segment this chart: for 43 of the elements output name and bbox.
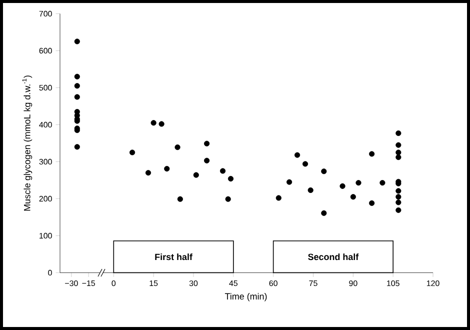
point xyxy=(396,194,402,200)
point xyxy=(294,152,300,158)
point xyxy=(321,168,327,174)
point xyxy=(396,154,402,160)
point xyxy=(164,166,170,172)
point xyxy=(356,180,362,186)
point xyxy=(396,150,402,156)
point xyxy=(74,38,80,44)
point xyxy=(302,161,308,167)
point xyxy=(396,200,402,206)
point xyxy=(396,207,402,213)
point xyxy=(350,194,356,200)
point xyxy=(204,158,210,164)
point xyxy=(369,200,375,206)
point xyxy=(74,94,80,100)
point xyxy=(380,180,386,186)
point xyxy=(174,144,180,150)
y-axis-title: Muscle glycogen (mmoL kg d.w.$^{-1}$) xyxy=(22,76,32,211)
point xyxy=(396,130,402,136)
point xyxy=(396,188,402,194)
point xyxy=(225,196,231,202)
band-label: Second half xyxy=(308,253,359,260)
point xyxy=(193,172,199,178)
point xyxy=(74,74,80,80)
point xyxy=(220,168,226,174)
x-axis-title: Time (min) xyxy=(224,292,267,302)
point xyxy=(340,183,346,189)
point xyxy=(150,120,156,126)
point xyxy=(145,170,152,176)
point xyxy=(286,179,292,185)
point xyxy=(228,176,234,182)
point xyxy=(74,144,80,150)
point xyxy=(129,150,136,156)
point xyxy=(276,195,282,201)
point xyxy=(396,142,402,148)
point xyxy=(369,151,375,157)
point xyxy=(177,196,183,202)
band-label: First half xyxy=(155,253,192,260)
point xyxy=(74,83,80,89)
point xyxy=(158,121,164,127)
point xyxy=(308,187,314,193)
point xyxy=(321,210,327,216)
point xyxy=(204,140,210,146)
